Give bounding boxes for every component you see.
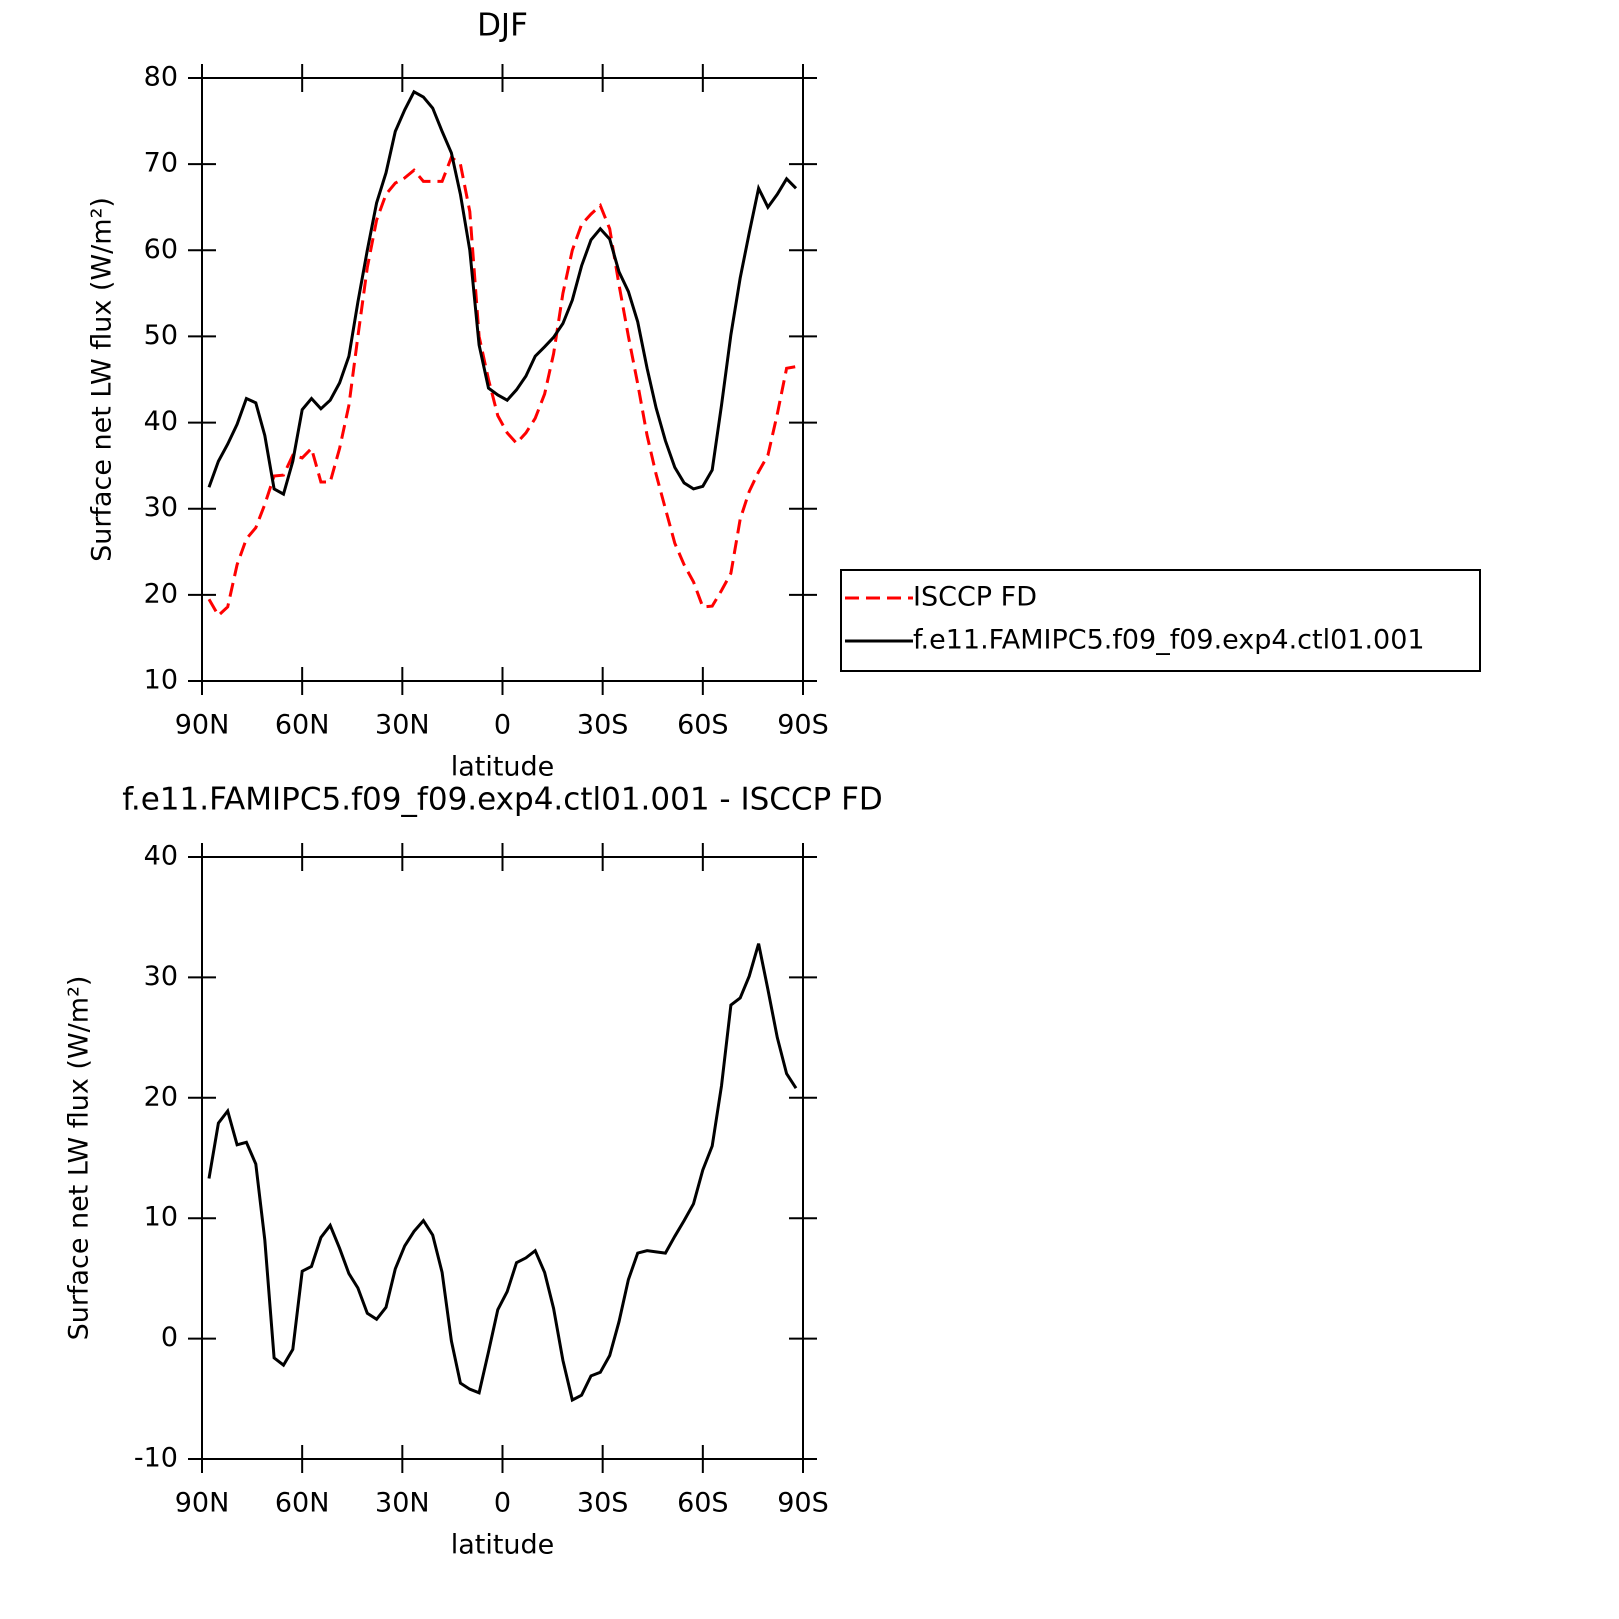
plot-frame [201,77,804,682]
x-tick-label: 60N [275,710,330,741]
x-axis-label: latitude [451,1530,555,1561]
x-tick-label: 30S [577,710,629,741]
data-line [207,943,798,1403]
y-tick-label: 30 [144,961,178,992]
x-tick-label: 90N [175,710,230,741]
x-tick-label: 90N [175,1488,230,1519]
chart-title: f.e11.FAMIPC5.f09_f09.exp4.ctl01.001 - I… [122,782,883,818]
y-tick-label: 0 [161,1322,178,1353]
y-tick-label: 40 [144,406,178,437]
x-tick-label: 30N [375,1488,430,1519]
x-tick-label: 30S [577,1488,629,1519]
y-tick-label: 60 [144,234,178,265]
y-tick-label: 20 [144,1081,178,1112]
y-tick-label: 50 [144,320,178,351]
plot-frame [201,856,804,1460]
y-tick-label: 70 [144,148,178,179]
y-tick-label: 40 [144,841,178,872]
x-axis-label: latitude [451,752,555,783]
legend-box [840,569,1481,672]
legend-label: ISCCP FD [913,582,1037,613]
x-tick-label: 90S [777,1488,829,1519]
x-tick-label: 0 [494,1488,511,1519]
y-axis-label: Surface net LW flux (W/m²) [64,976,95,1341]
y-tick-label: -10 [134,1443,178,1474]
y-tick-label: 80 [144,62,178,93]
data-line [207,89,798,497]
x-tick-label: 60S [677,710,729,741]
x-tick-label: 60N [275,1488,330,1519]
chart-title: DJF [477,8,528,44]
y-tick-label: 10 [144,1202,178,1233]
legend-label: f.e11.FAMIPC5.f09_f09.exp4.ctl01.001 [913,625,1425,656]
y-tick-label: 30 [144,492,178,523]
x-tick-label: 60S [677,1488,729,1519]
x-tick-label: 30N [375,710,430,741]
x-tick-label: 0 [494,710,511,741]
x-tick-label: 90S [777,710,829,741]
y-tick-label: 10 [144,665,178,696]
y-tick-label: 20 [144,578,178,609]
y-axis-label: Surface net LW flux (W/m²) [87,197,118,562]
data-line [207,154,797,618]
